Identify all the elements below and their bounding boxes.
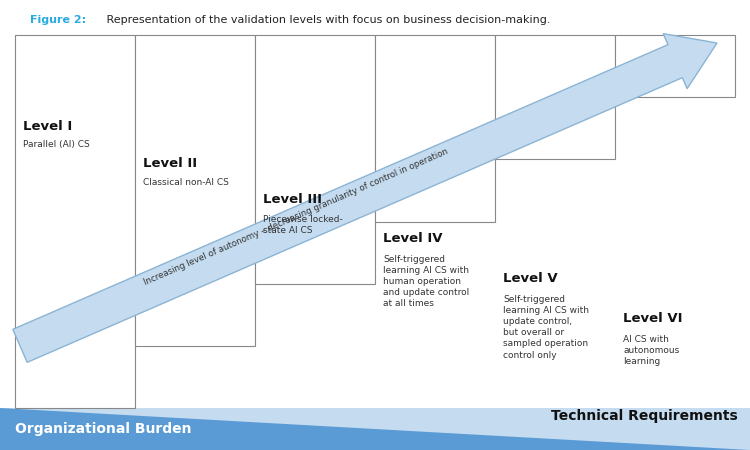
- Text: Self-triggered
learning AI CS with
human operation
and update control
at all tim: Self-triggered learning AI CS with human…: [383, 255, 470, 308]
- Text: Level II: Level II: [143, 157, 197, 170]
- Text: Technical Requirements: Technical Requirements: [551, 409, 738, 423]
- Polygon shape: [0, 408, 750, 450]
- Text: Level V: Level V: [503, 272, 557, 285]
- Text: Representation of the validation levels with focus on business decision-making.: Representation of the validation levels …: [103, 15, 550, 25]
- Text: Organizational Burden: Organizational Burden: [15, 422, 191, 436]
- Text: Level III: Level III: [263, 193, 322, 206]
- Bar: [615, 35, 735, 97]
- Text: Parallel (AI) CS: Parallel (AI) CS: [23, 140, 90, 149]
- Text: Self-triggered
learning AI CS with
update control,
but overall or
sampled operat: Self-triggered learning AI CS with updat…: [503, 295, 589, 360]
- Text: Level IV: Level IV: [383, 232, 442, 245]
- Text: Piecewise locked-
state AI CS: Piecewise locked- state AI CS: [263, 215, 343, 235]
- Bar: [255, 35, 375, 284]
- Text: Increasing level of autonomy – decreasing granularity of control in operation: Increasing level of autonomy – decreasin…: [142, 147, 449, 288]
- Bar: [495, 35, 615, 159]
- Text: Figure 2:: Figure 2:: [30, 15, 86, 25]
- Text: Level VI: Level VI: [623, 312, 682, 325]
- Bar: [0, 408, 750, 450]
- Text: AI CS with
autonomous
learning: AI CS with autonomous learning: [623, 335, 680, 366]
- Text: Classical non-AI CS: Classical non-AI CS: [143, 178, 229, 187]
- Bar: [15, 35, 135, 408]
- Polygon shape: [13, 34, 717, 362]
- Bar: [135, 35, 255, 346]
- Bar: [375, 35, 495, 221]
- Text: Level I: Level I: [23, 120, 72, 133]
